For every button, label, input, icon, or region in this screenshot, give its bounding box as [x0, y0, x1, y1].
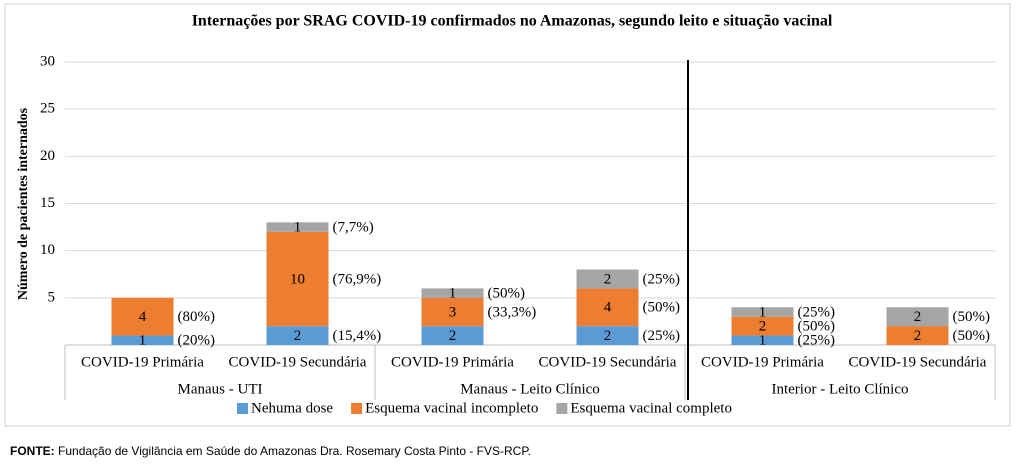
data-label: 4	[604, 300, 612, 316]
data-label: 10	[290, 271, 305, 287]
percent-label: (50%)	[953, 328, 991, 344]
percent-label: (50%)	[643, 300, 681, 316]
legend-swatch	[351, 403, 363, 414]
y-tick-label: 5	[48, 289, 56, 305]
group-label: Manaus - Leito Clínico	[460, 381, 600, 397]
data-label: 2	[914, 328, 922, 344]
data-label: 2	[449, 328, 457, 344]
source: FONTE: Fundação de Vigilância em Saúde d…	[10, 444, 531, 458]
percent-label: (25%)	[643, 271, 681, 287]
data-label: 3	[449, 304, 457, 320]
x-tick-label: COVID-19 Primária	[391, 354, 514, 370]
source-text: Fundação de Vigilância em Saúde do Amazo…	[58, 444, 531, 458]
percent-label: (50%)	[798, 319, 836, 335]
percent-label: (25%)	[798, 304, 836, 320]
percent-label: (20%)	[178, 333, 216, 349]
bar-segment	[731, 307, 794, 317]
percent-label: (15,4%)	[333, 328, 382, 344]
group-label: Interior - Leito Clínico	[771, 381, 908, 397]
data-label: 2	[604, 328, 612, 344]
legend-label: Esquema vacinal completo	[570, 400, 732, 416]
y-axis-label: Número de pacientes internados	[16, 107, 31, 300]
bar-segment	[421, 288, 484, 298]
source-label: FONTE:	[10, 444, 55, 458]
bar-segment	[421, 326, 484, 345]
group-label: Manaus - UTI	[178, 381, 263, 397]
legend-label: Esquema vacinal incompleto	[365, 400, 538, 416]
percent-label: (76,9%)	[333, 271, 382, 287]
x-tick-label: COVID-19 Secundária	[849, 354, 987, 370]
data-label: 2	[604, 271, 612, 287]
data-label: 1	[294, 220, 302, 236]
y-tick-label: 30	[40, 53, 55, 69]
y-tick-label: 25	[40, 101, 55, 117]
x-tick-label: COVID-19 Primária	[701, 354, 824, 370]
bar-segment	[731, 316, 794, 336]
percent-label: (7,7%)	[333, 220, 374, 236]
bar-segment	[111, 335, 174, 345]
data-label: 2	[294, 328, 302, 344]
legend-swatch	[556, 403, 568, 414]
data-label: 1	[759, 304, 767, 320]
data-label: 1	[759, 333, 767, 349]
data-label: 4	[139, 309, 147, 325]
bar-segment	[576, 326, 639, 345]
bar-segment	[576, 269, 639, 289]
bar-segment	[731, 335, 794, 345]
chart-border	[4, 3, 1011, 427]
chart-title: Internações por SRAG COVID-19 confirmado…	[192, 13, 833, 30]
y-tick-label: 15	[40, 195, 55, 211]
bar-segment	[111, 297, 174, 336]
percent-label: (25%)	[643, 328, 681, 344]
x-tick-label: COVID-19 Primária	[81, 354, 204, 370]
percent-label: (80%)	[178, 309, 216, 325]
bar-segment	[266, 231, 329, 327]
percent-label: (50%)	[488, 286, 526, 302]
bar-segment	[266, 326, 329, 345]
percent-label: (50%)	[953, 309, 991, 325]
bar-segment	[421, 297, 484, 327]
percent-label: (25%)	[798, 333, 836, 349]
bar-segment	[576, 288, 639, 327]
bar-segment	[266, 222, 329, 232]
y-tick-label: 10	[40, 242, 55, 258]
legend-label: Nehuma dose	[251, 400, 333, 416]
data-label: 2	[914, 309, 922, 325]
x-tick-label: COVID-19 Secundária	[229, 354, 367, 370]
bar-segment	[886, 307, 949, 327]
y-tick-label: 20	[40, 148, 55, 164]
data-label: 1	[449, 286, 457, 302]
bar-segment	[886, 326, 949, 345]
data-label: 1	[139, 333, 147, 349]
percent-label: (33,3%)	[488, 304, 537, 320]
data-label: 2	[759, 319, 767, 335]
legend-swatch	[237, 403, 248, 414]
x-tick-label: COVID-19 Secundária	[539, 354, 677, 370]
